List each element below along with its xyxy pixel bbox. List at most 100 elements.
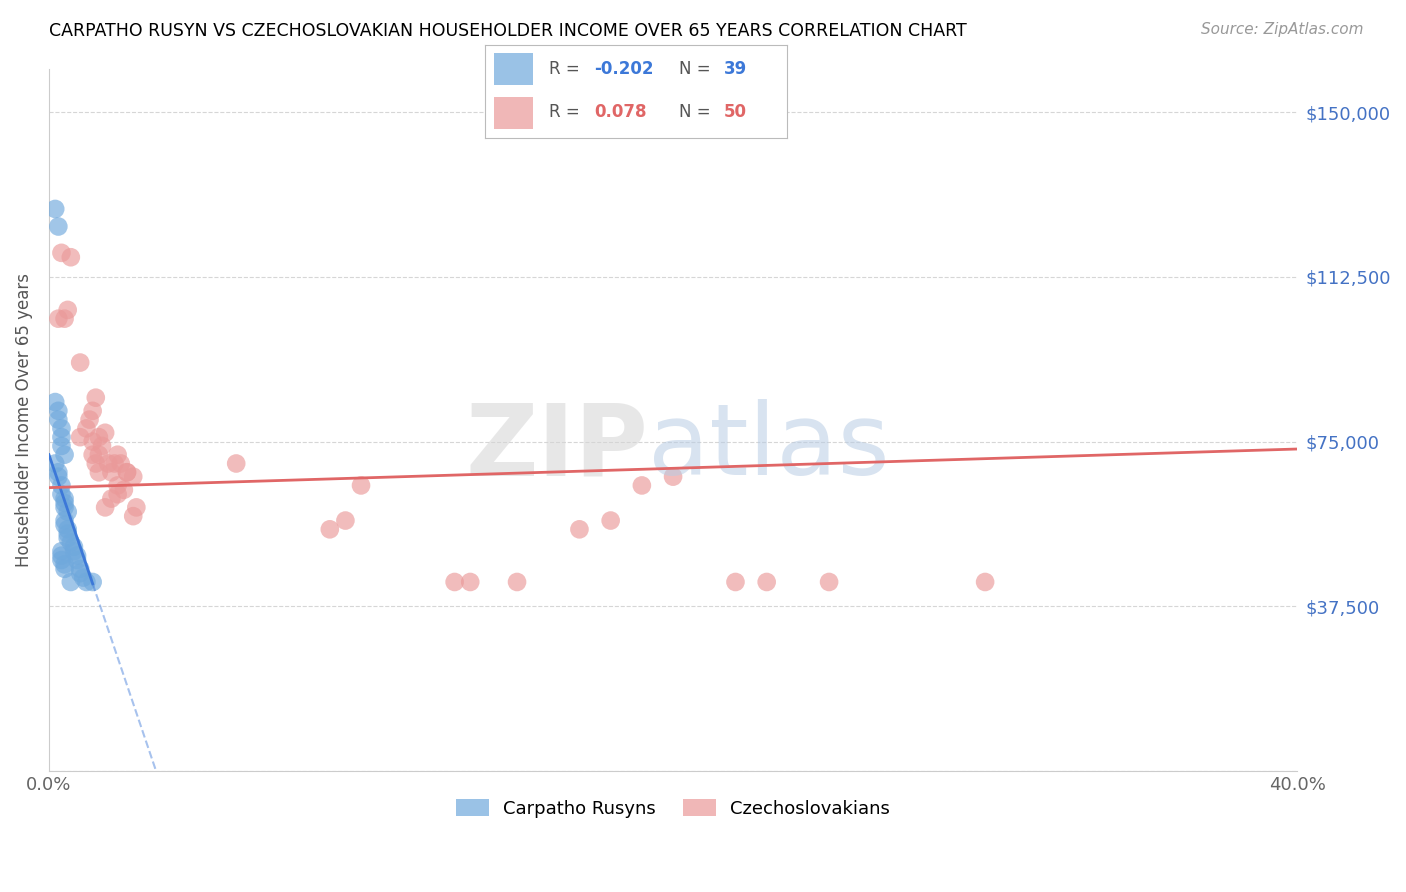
Text: 50: 50 (724, 103, 747, 121)
Point (100, 465, 122, 479)
Point (51, 421, 73, 435)
Point (51, 544, 73, 558)
Point (53, 496, 76, 510)
Legend: Carpatho Rusyns, Czechoslovakians: Carpatho Rusyns, Czechoslovakians (449, 792, 897, 825)
Point (122, 469, 145, 483)
Point (87, 430, 110, 444)
Point (107, 487, 129, 501)
Point (46, 469, 69, 483)
Point (46, 465, 69, 479)
Point (506, 574, 529, 589)
Point (69, 355, 91, 369)
Point (84, 391, 107, 405)
Point (103, 457, 125, 471)
Point (51, 478, 73, 492)
Point (115, 465, 138, 479)
Point (319, 522, 342, 536)
Point (63, 544, 86, 558)
Point (568, 522, 591, 536)
Point (46, 219, 69, 234)
Y-axis label: Householder Income Over 65 years: Householder Income Over 65 years (15, 273, 32, 566)
Point (97, 457, 120, 471)
Point (82, 434, 104, 449)
Point (100, 491, 122, 506)
Point (122, 509, 145, 524)
Point (69, 430, 91, 444)
Point (335, 514, 357, 528)
Point (84, 457, 107, 471)
Point (82, 574, 104, 589)
Point (755, 574, 778, 589)
Point (53, 491, 76, 506)
Point (225, 457, 247, 471)
Point (56, 505, 79, 519)
Point (56, 526, 79, 541)
Point (107, 478, 129, 492)
Point (662, 469, 685, 483)
Point (56, 531, 79, 545)
Point (46, 412, 69, 426)
Point (75, 574, 97, 589)
Point (87, 448, 110, 462)
Bar (494, 97, 533, 129)
Point (51, 245, 73, 260)
Point (51, 439, 73, 453)
Text: 39: 39 (724, 60, 747, 78)
Point (599, 514, 621, 528)
Point (44, 202, 66, 216)
Point (51, 553, 73, 567)
Point (53, 311, 76, 326)
Point (46, 311, 69, 326)
Point (53, 562, 76, 576)
Text: 0.078: 0.078 (593, 103, 647, 121)
Point (125, 500, 148, 515)
Point (110, 457, 132, 471)
Point (51, 487, 73, 501)
Text: Source: ZipAtlas.com: Source: ZipAtlas.com (1201, 22, 1364, 37)
Point (112, 483, 135, 497)
Bar (494, 53, 533, 85)
Text: R =: R = (548, 60, 585, 78)
Point (51, 549, 73, 563)
Point (350, 478, 373, 492)
Point (56, 522, 79, 536)
Point (974, 574, 997, 589)
Text: R =: R = (548, 103, 585, 121)
Point (69, 562, 91, 576)
Point (115, 465, 138, 479)
Point (53, 514, 76, 528)
Point (63, 540, 86, 554)
Point (53, 500, 76, 515)
Point (59, 574, 82, 589)
Point (72, 571, 94, 585)
Point (44, 395, 66, 409)
Point (94, 500, 117, 515)
Point (69, 566, 91, 581)
Point (107, 448, 129, 462)
Point (53, 448, 76, 462)
Text: ZIP: ZIP (465, 400, 648, 496)
Text: N =: N = (679, 103, 716, 121)
Point (79, 412, 101, 426)
Point (56, 302, 79, 317)
Point (66, 553, 89, 567)
Point (66, 549, 89, 563)
Point (443, 574, 465, 589)
Text: N =: N = (679, 60, 716, 78)
Point (91, 439, 114, 453)
Point (46, 404, 69, 418)
Text: atlas: atlas (648, 400, 890, 496)
Point (44, 457, 66, 471)
Text: CARPATHO RUSYN VS CZECHOSLOVAKIAN HOUSEHOLDER INCOME OVER 65 YEARS CORRELATION C: CARPATHO RUSYN VS CZECHOSLOVAKIAN HOUSEH… (49, 22, 967, 40)
Point (53, 517, 76, 532)
Point (87, 465, 110, 479)
Point (94, 425, 117, 440)
Point (53, 558, 76, 572)
Point (59, 535, 82, 549)
Point (59, 250, 82, 264)
Point (458, 574, 481, 589)
Text: -0.202: -0.202 (593, 60, 654, 78)
Point (51, 430, 73, 444)
Point (82, 404, 104, 418)
Point (75, 421, 97, 435)
